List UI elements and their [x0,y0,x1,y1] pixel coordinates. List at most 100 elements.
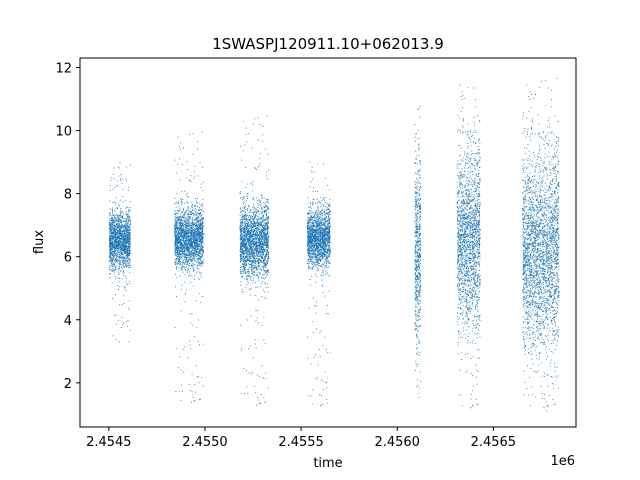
data-point [201,230,203,232]
data-point [112,257,114,258]
data-point [174,226,176,228]
data-point [202,263,204,265]
data-point [251,223,253,225]
data-point [124,249,126,251]
data-point [110,218,112,220]
data-point [188,229,190,231]
data-point [129,236,131,238]
data-point [182,256,184,258]
data-point [128,209,130,211]
data-point [114,230,116,232]
data-point [176,252,178,253]
data-point [127,240,128,242]
data-point [180,198,181,200]
data-point [191,236,193,238]
data-point [179,253,181,255]
data-point [114,233,116,235]
data-point [174,232,176,234]
data-point [190,254,192,256]
data-point [179,229,181,231]
data-point [202,234,204,236]
data-point [202,241,204,243]
data-point [119,215,121,217]
data-point [196,239,198,240]
data-point [119,304,121,306]
data-point [196,206,198,208]
data-point [179,259,181,261]
data-point [191,250,193,251]
data-point [122,178,124,180]
data-point [115,241,117,243]
data-point [129,238,131,240]
data-point [254,248,256,250]
data-point [186,239,188,241]
data-point [176,242,178,244]
data-point [187,255,189,256]
data-point [115,231,117,233]
data-point [117,235,119,237]
data-point [186,261,188,263]
data-point [183,246,185,248]
data-point [113,224,115,226]
data-point [195,248,197,250]
data-point [108,232,110,234]
data-point [127,325,128,327]
data-point [120,257,121,258]
data-point [199,271,201,273]
data-point [251,225,253,227]
data-point [114,255,116,256]
data-point [181,230,183,232]
data-point [120,245,122,247]
data-point [195,267,197,269]
data-point [183,215,185,217]
data-point [174,203,176,205]
data-point [191,275,193,277]
data-point [202,166,204,168]
data-point [119,243,120,245]
data-point [246,269,248,270]
data-point [174,234,176,236]
data-point [193,233,195,235]
data-point [242,219,243,221]
data-point [189,232,191,234]
data-point [197,230,199,232]
data-point [260,223,262,225]
data-point [261,260,262,262]
data-point [199,250,201,252]
data-point [113,248,115,250]
data-point [180,254,182,256]
data-point [113,246,115,248]
data-point [112,268,114,270]
data-point [188,218,190,220]
data-point [202,228,204,230]
data-point [118,251,120,253]
data-point [256,404,258,406]
data-point [110,227,112,229]
data-point [124,252,126,254]
data-point [254,222,256,223]
data-point [183,216,185,218]
data-point [184,244,185,245]
data-point [196,218,198,220]
data-point [187,207,189,209]
data-point [201,218,203,220]
data-point [200,248,202,250]
data-point [111,265,113,267]
data-point [188,217,190,219]
data-point [128,228,130,230]
data-point [256,256,258,258]
data-point [115,228,117,230]
data-point [109,220,111,221]
data-point [119,233,121,234]
data-point [200,256,202,258]
data-point [113,239,115,241]
data-point [117,285,119,286]
data-point [118,273,120,275]
data-point [192,223,194,225]
data-point [199,162,201,164]
data-point [199,228,201,230]
data-point [176,223,177,225]
data-point [248,247,250,249]
data-point [258,253,260,255]
data-point [187,240,189,242]
